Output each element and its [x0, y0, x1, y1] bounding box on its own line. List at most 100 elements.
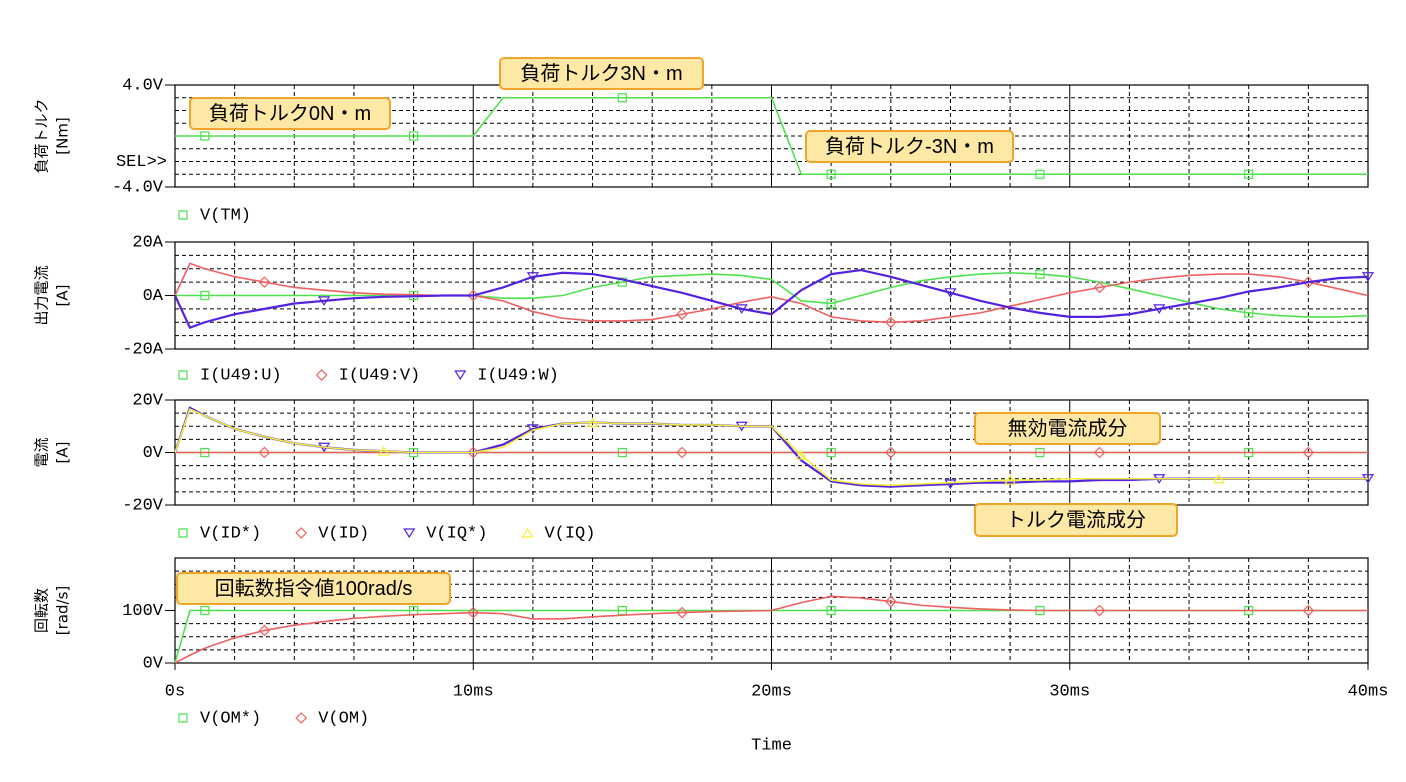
- legend-label: V(ID*): [200, 524, 261, 543]
- x-tick-label: 20ms: [751, 682, 792, 701]
- x-tick-label: 40ms: [1348, 682, 1389, 701]
- annotation-box: [805, 130, 1014, 163]
- marker: [521, 527, 534, 538]
- marker: [1244, 308, 1254, 318]
- y-axis-title: 電流: [33, 437, 51, 467]
- marker: [826, 169, 836, 179]
- annotation-box: [974, 412, 1161, 445]
- marker: [409, 131, 419, 141]
- y-axis-unit: [A]: [54, 285, 72, 307]
- marker: [178, 713, 188, 723]
- marker: [409, 447, 419, 458]
- marker: [1244, 169, 1254, 179]
- marker: [676, 308, 688, 321]
- y-tick-label: -20A: [122, 340, 164, 359]
- series-line: [174, 595, 1368, 664]
- marker: [1302, 276, 1315, 288]
- marker: [1302, 604, 1315, 617]
- y-axis-title: 回転数: [33, 588, 51, 633]
- legend-label: V(IQ*): [426, 524, 487, 543]
- marker: [1035, 605, 1045, 616]
- marker: [944, 288, 957, 298]
- marker: [826, 298, 836, 309]
- legend-label: V(OM): [318, 709, 369, 728]
- marker: [795, 449, 808, 460]
- annotation-text: 負荷トルク-3N・m: [825, 135, 994, 158]
- y-tick-label: 4.0V: [122, 76, 164, 95]
- marker: [617, 447, 627, 458]
- marker: [467, 606, 480, 619]
- marker: [944, 479, 957, 490]
- marker: [1093, 281, 1106, 294]
- y-axis-unit: [rad/s]: [54, 586, 72, 635]
- marker: [1244, 605, 1254, 616]
- annotation-text: 負荷トルク0N・m: [209, 102, 371, 125]
- marker: [200, 605, 210, 616]
- legend-label: V(IQ): [544, 524, 595, 543]
- legend-label: I(U49:W): [477, 366, 559, 385]
- x-axis-title: Time: [751, 736, 792, 755]
- legend-label: V(TM): [200, 206, 251, 225]
- marker: [1093, 446, 1106, 459]
- y-tick-label: 20A: [132, 233, 163, 252]
- annotation-text: 無効電流成分: [1008, 417, 1128, 440]
- y-tick-label: 20V: [132, 391, 163, 410]
- marker: [617, 93, 627, 103]
- marker: [1212, 473, 1225, 484]
- marker: [826, 447, 836, 458]
- marker: [826, 605, 836, 616]
- y-axis-unit: [A]: [54, 442, 72, 464]
- y-tick-label: 0V: [143, 444, 164, 463]
- marker: [258, 446, 271, 459]
- legend-label: V(OM*): [200, 709, 261, 728]
- y-axis-title: 負荷トルク: [33, 98, 51, 173]
- marker: [403, 528, 416, 539]
- annotation-box: [499, 57, 704, 90]
- y-axis-unit: [Nm]: [54, 117, 72, 155]
- legend-label: V(ID): [318, 524, 369, 543]
- y-tick-label: 0V: [143, 654, 164, 673]
- x-tick-label: 10ms: [453, 682, 494, 701]
- selection-marker: SEL>>: [116, 153, 167, 172]
- marker: [200, 131, 210, 141]
- series-line: [174, 262, 1369, 324]
- marker: [526, 272, 539, 282]
- annotation-box: [189, 97, 391, 130]
- legend-label: I(U49:U): [200, 366, 282, 385]
- marker: [586, 417, 599, 427]
- y-axis-title: 出力電流: [33, 265, 51, 325]
- series-line: [174, 408, 1368, 487]
- y-tick-label: 100V: [122, 602, 164, 621]
- marker: [315, 369, 328, 381]
- marker: [1244, 447, 1254, 458]
- y-tick-label: -20V: [122, 496, 164, 515]
- annotation-text: 負荷トルク3N・m: [520, 62, 682, 85]
- marker: [617, 277, 627, 287]
- marker: [676, 606, 688, 619]
- x-tick-label: 0s: [165, 682, 185, 701]
- marker: [884, 595, 897, 608]
- series-line: [175, 271, 1369, 318]
- series-line: [174, 268, 1369, 329]
- marker: [258, 624, 271, 637]
- marker: [295, 712, 308, 724]
- marker: [735, 304, 748, 315]
- marker: [1035, 269, 1045, 279]
- marker: [200, 290, 210, 301]
- annotation-box: [176, 572, 451, 605]
- series-line: [175, 96, 1368, 176]
- marker: [1153, 304, 1166, 315]
- y-tick-label: -4.0V: [112, 178, 164, 197]
- marker: [1035, 447, 1045, 458]
- marker: [454, 370, 467, 381]
- marker: [178, 210, 188, 220]
- marker: [200, 447, 210, 458]
- x-tick-label: 30ms: [1049, 682, 1090, 701]
- marker: [884, 446, 897, 459]
- marker: [884, 316, 897, 329]
- marker: [1302, 446, 1315, 459]
- marker: [258, 276, 271, 288]
- legend-label: I(U49:V): [339, 366, 421, 385]
- marker: [1361, 272, 1375, 282]
